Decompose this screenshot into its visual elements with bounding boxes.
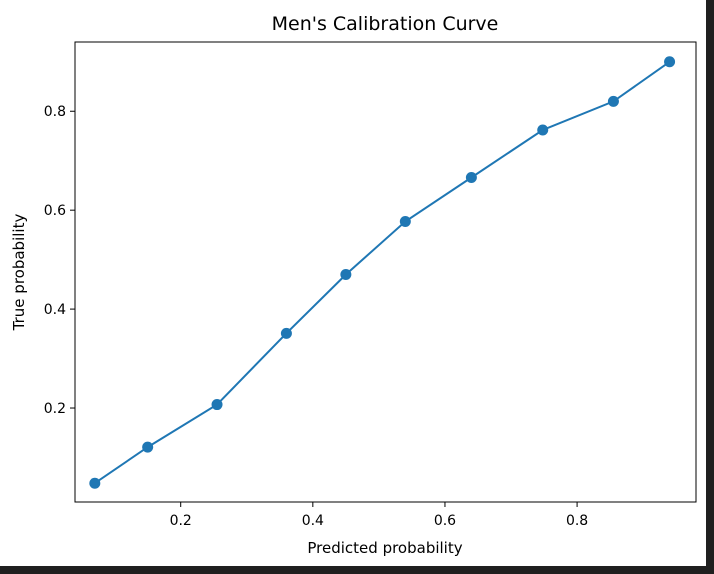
data-point [537, 124, 549, 136]
x-tick-label: 0.2 [170, 513, 192, 529]
chart-canvas: Men's Calibration Curve 0.2 0.4 0.6 0.8 0.2… [10, 13, 697, 557]
x-axis-label: Predicted probability [307, 539, 462, 557]
x-tick-label: 0.4 [302, 513, 324, 529]
data-point [465, 172, 477, 184]
y-axis-label: True probability [10, 214, 28, 332]
series-layer [89, 56, 676, 489]
data-point [89, 477, 101, 489]
y-tick-label: 0.2 [44, 401, 66, 417]
data-point [664, 56, 676, 68]
y-tick-label: 0.4 [44, 302, 66, 318]
data-point [142, 441, 154, 453]
x-tick-label: 0.6 [434, 513, 456, 529]
chart-title: Men's Calibration Curve [272, 13, 499, 35]
data-point [607, 95, 619, 107]
series-line [94, 60, 671, 485]
data-point [399, 216, 411, 228]
y-tick-label: 0.6 [44, 203, 66, 219]
x-axis: 0.2 0.4 0.6 0.8 [170, 502, 588, 529]
data-point [211, 399, 223, 411]
y-tick-label: 0.8 [44, 104, 66, 120]
chart-figure: Men's Calibration Curve 0.2 0.4 0.6 0.8 0.2… [0, 0, 706, 566]
y-axis: 0.2 0.4 0.6 0.8 [44, 104, 75, 417]
data-point [280, 327, 292, 339]
x-tick-label: 0.8 [566, 513, 588, 529]
plot-area [74, 41, 697, 503]
data-point [340, 268, 352, 280]
